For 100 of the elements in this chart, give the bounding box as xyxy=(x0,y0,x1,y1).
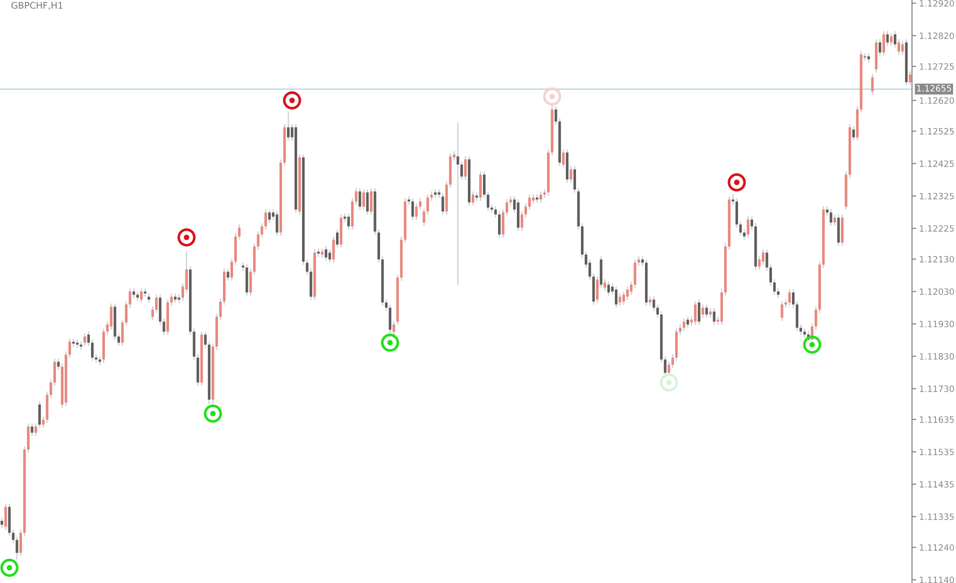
candlestick xyxy=(540,190,542,204)
candlestick xyxy=(132,288,136,299)
y-tick-label: 1.12225 xyxy=(920,225,954,232)
candlestick xyxy=(306,258,308,276)
candlestick xyxy=(788,288,791,306)
candlestick xyxy=(249,268,252,296)
candlestick xyxy=(84,332,86,346)
candlestick xyxy=(908,70,912,86)
y-tick-label: 1.12725 xyxy=(920,63,954,70)
candlestick xyxy=(509,196,512,206)
candlestick xyxy=(622,290,625,306)
candlestick xyxy=(358,188,362,210)
candlestick xyxy=(4,503,7,530)
candlestick xyxy=(287,110,290,142)
candlestick xyxy=(554,106,558,126)
candlestick xyxy=(898,38,900,56)
candlestick xyxy=(562,148,565,168)
candlestick xyxy=(53,358,56,386)
candlestick xyxy=(750,216,754,230)
candlestick xyxy=(502,208,504,238)
candlestick xyxy=(604,278,606,292)
y-tick-label: 1.11335 xyxy=(920,513,954,520)
candlestick xyxy=(852,126,855,142)
candlestick xyxy=(712,308,716,326)
candlestick xyxy=(792,288,795,308)
point xyxy=(0,558,18,577)
candlestick xyxy=(148,292,150,304)
candlestick xyxy=(882,30,886,56)
candlestick xyxy=(362,188,365,210)
candlestick xyxy=(472,190,474,206)
candlestick xyxy=(268,208,271,224)
y-tick-label: 1.12425 xyxy=(920,160,954,167)
y-tick-label: 1.11435 xyxy=(920,481,954,488)
candlestick xyxy=(641,256,644,266)
candlestick xyxy=(366,188,369,216)
candlestick xyxy=(901,40,904,56)
point xyxy=(283,91,302,110)
y-tick-label: 1.12620 xyxy=(920,97,954,104)
candlestick xyxy=(155,294,158,314)
candlestick xyxy=(16,536,18,560)
candlestick xyxy=(158,294,162,326)
candlestick xyxy=(68,338,71,358)
candlestick xyxy=(596,276,599,304)
candlestick xyxy=(219,298,222,321)
y-tick-label: 1.11930 xyxy=(920,320,954,328)
candlestick xyxy=(830,208,832,226)
y-tick-label: 1.12130 xyxy=(920,256,954,263)
candlestick xyxy=(456,122,460,286)
candlestick xyxy=(588,258,592,280)
y-tick-label: 1.12920 xyxy=(920,0,954,7)
candlestick xyxy=(320,248,324,258)
candlestick xyxy=(136,290,139,302)
candlestick xyxy=(776,288,780,299)
y-tick-label: 1.11240 xyxy=(920,544,954,551)
candlestick xyxy=(758,256,761,270)
candlestick xyxy=(671,354,674,368)
y-tick-label: 1.11635 xyxy=(920,416,954,423)
point xyxy=(177,228,196,246)
candlestick xyxy=(185,251,188,294)
candlestick xyxy=(709,308,712,318)
candlestick xyxy=(76,338,79,348)
candlestick xyxy=(347,212,350,230)
y-tick-label: 1.11140 xyxy=(920,576,954,583)
point xyxy=(728,173,746,192)
candlestick xyxy=(442,192,444,216)
y-tick-label: 1.11830 xyxy=(920,353,954,360)
candlestick xyxy=(204,330,207,348)
candlestick xyxy=(226,268,230,282)
candlestick xyxy=(464,156,467,180)
candlestick xyxy=(354,188,358,206)
point xyxy=(204,404,222,423)
point xyxy=(660,373,678,392)
y-tick-label: 1.11730 xyxy=(920,386,954,392)
candlestick xyxy=(867,52,870,64)
candlestick xyxy=(415,202,418,220)
candlestick xyxy=(746,216,750,238)
candlestick xyxy=(878,38,882,56)
candlestick xyxy=(256,230,260,250)
candlestick xyxy=(614,286,618,308)
candlestick xyxy=(110,302,112,330)
candlestick xyxy=(766,248,768,272)
candlestick xyxy=(886,30,889,46)
candlestick xyxy=(698,298,700,326)
candlestick xyxy=(664,356,666,378)
y-tick-label: 1.12820 xyxy=(920,32,954,40)
y-tick-label: 1.12325 xyxy=(920,192,954,200)
candlestick xyxy=(140,288,143,304)
candlestick xyxy=(796,300,798,332)
candlestick xyxy=(276,210,278,236)
candlestick xyxy=(42,416,45,428)
candlestick xyxy=(426,194,430,216)
candlestick xyxy=(50,378,52,399)
point xyxy=(803,336,822,354)
candlestick xyxy=(652,296,656,312)
candlestick xyxy=(702,304,704,318)
candlestick xyxy=(894,30,896,48)
candlestick xyxy=(871,74,874,96)
candlestick xyxy=(260,222,264,238)
chart-title: GBPCHF,H1 xyxy=(11,2,62,10)
candlestick xyxy=(460,160,463,180)
